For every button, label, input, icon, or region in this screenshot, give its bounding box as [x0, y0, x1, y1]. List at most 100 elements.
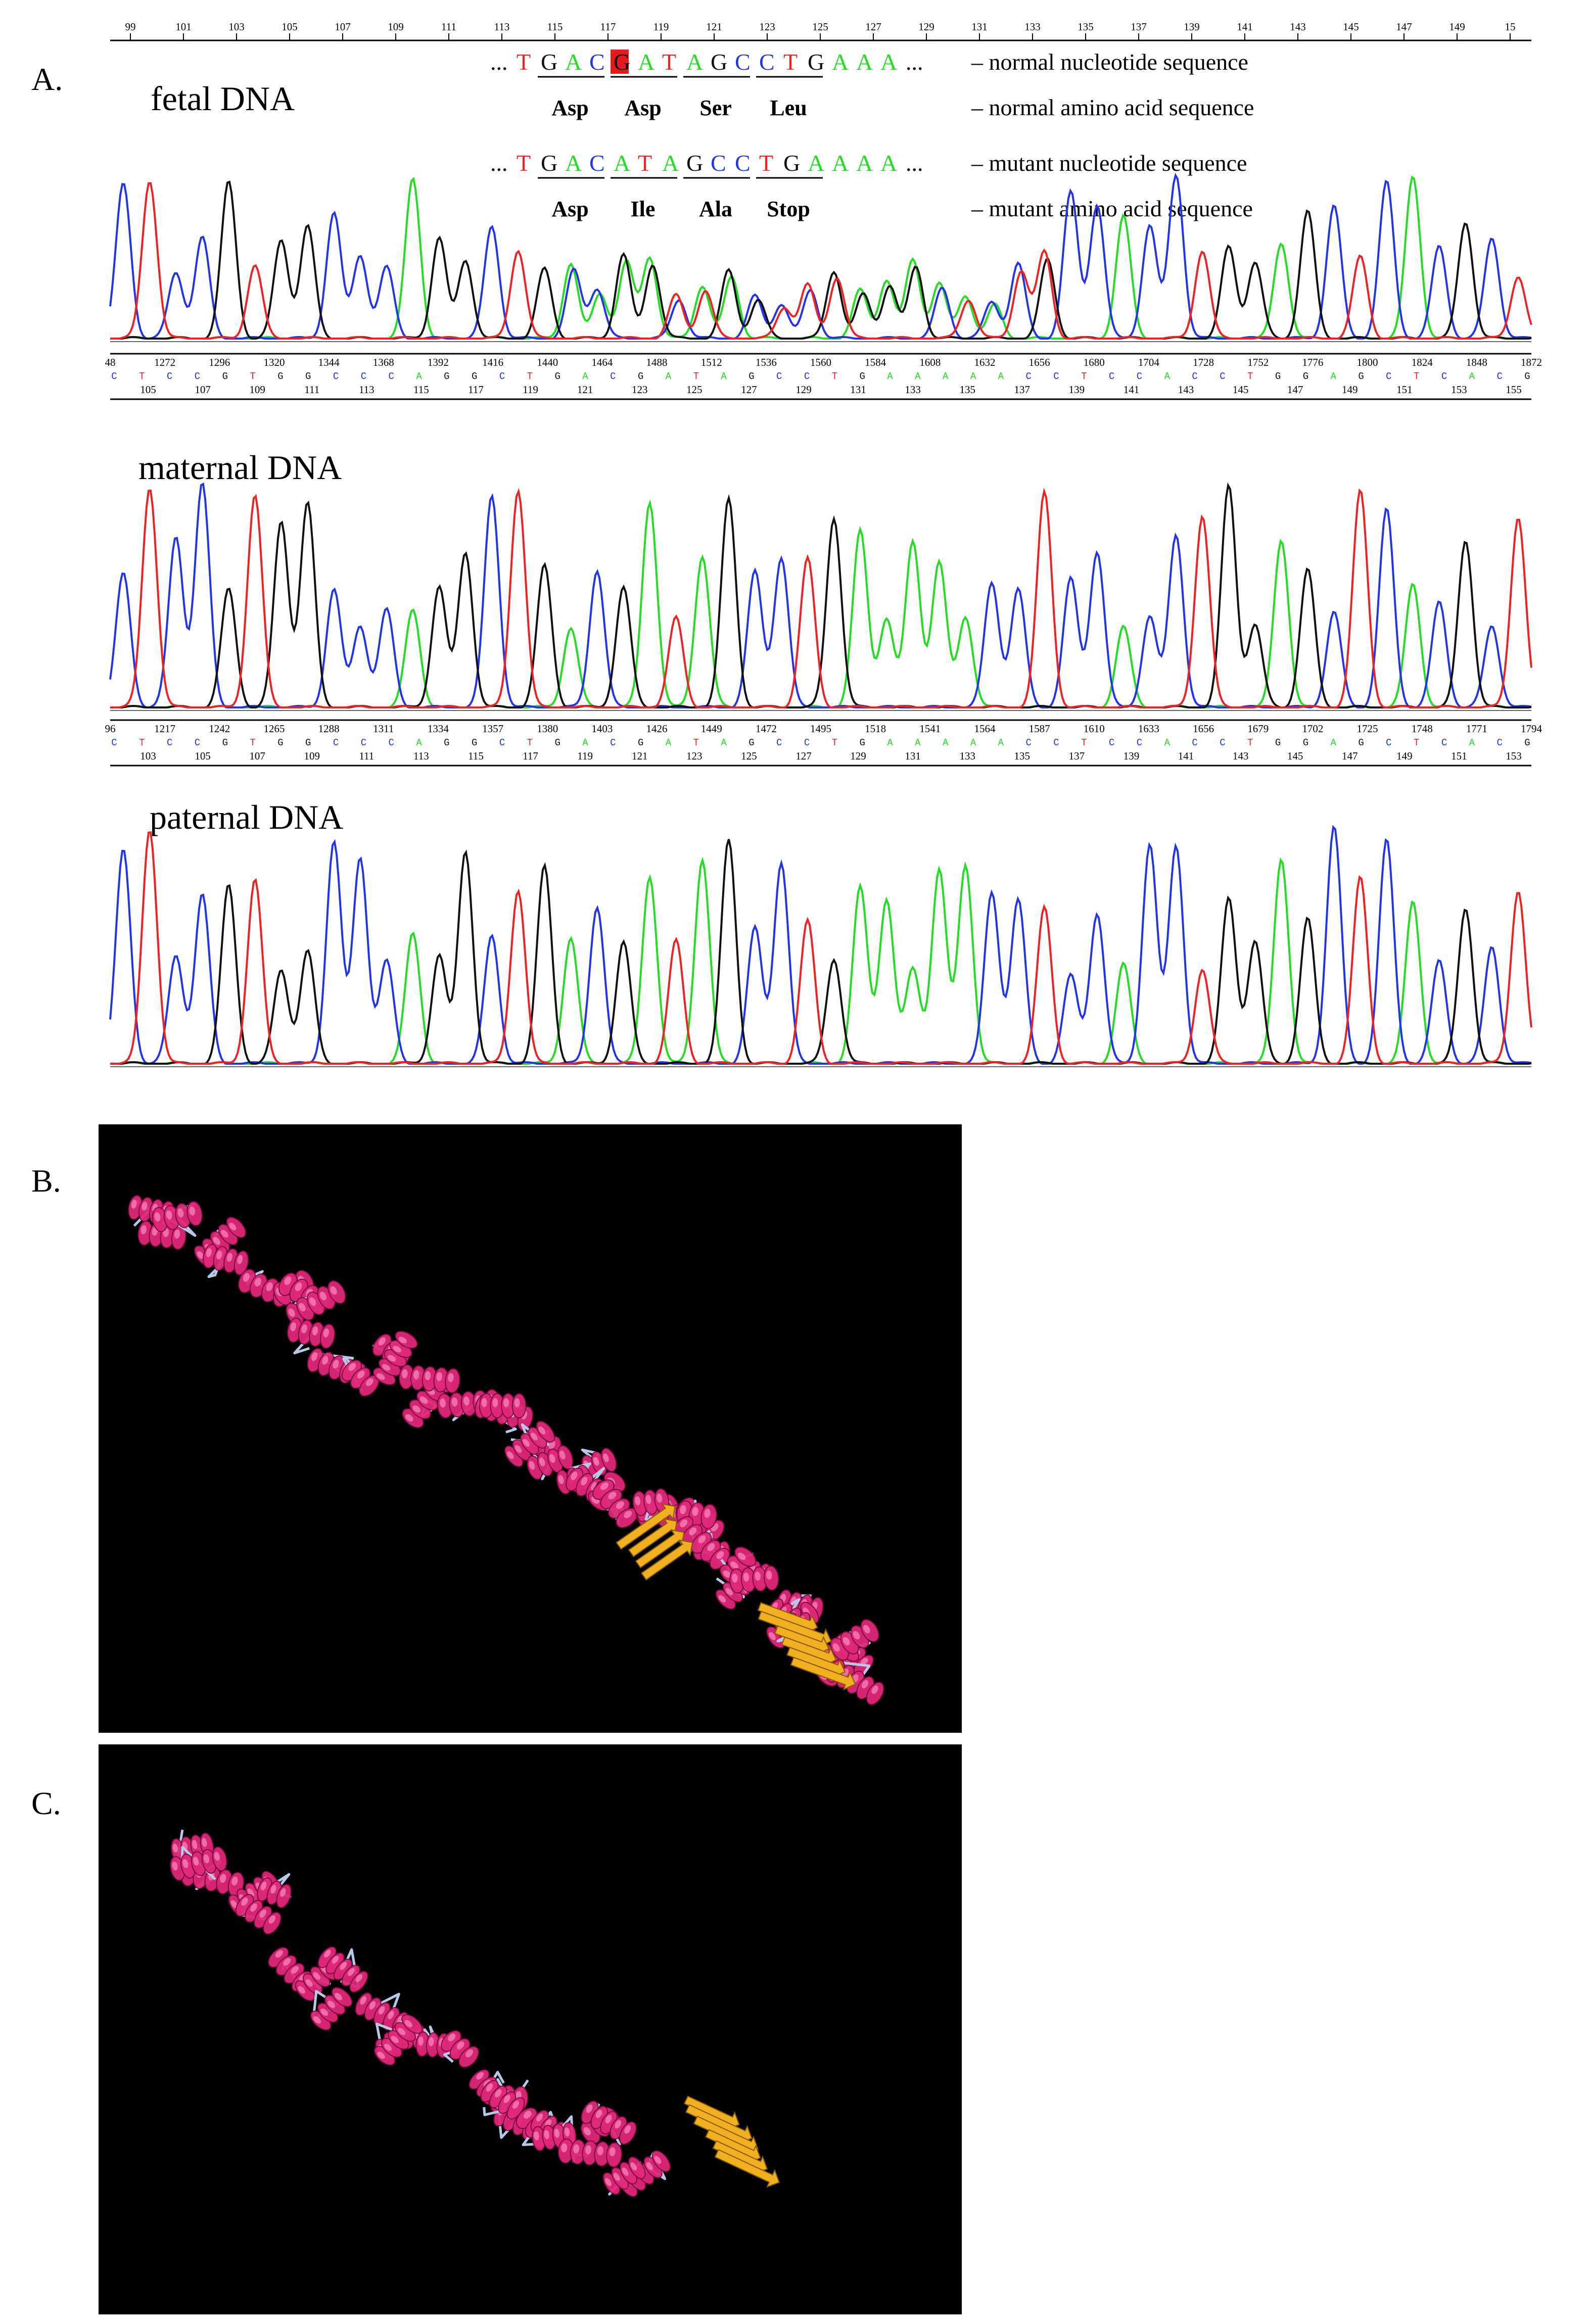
ruler-tick-label: 113	[494, 21, 510, 33]
position-tick-label: 105	[195, 750, 211, 762]
fetal-title: fetal DNA	[151, 79, 295, 118]
ruler-tick-label: 133	[1024, 21, 1041, 33]
base-call: C	[361, 371, 366, 382]
base-call: A	[1469, 371, 1475, 382]
base-call: T	[527, 737, 533, 748]
normal-amino-acid-sequence: Asp Asp Ser Leu	[551, 96, 807, 120]
position-tick-label: 155	[1506, 384, 1522, 396]
scan-tick-label: 1288	[318, 723, 340, 735]
position-tick-label: 131	[850, 384, 866, 396]
nucleotide: C	[735, 150, 751, 176]
scan-tick-label: 1449	[701, 723, 722, 735]
base-call: C	[1109, 371, 1114, 382]
position-tick-label: 145	[1233, 384, 1249, 396]
base-call: G	[1524, 371, 1530, 382]
alpha-helix	[479, 1393, 527, 1418]
position-tick-label: 127	[796, 750, 812, 762]
base-call: G	[305, 371, 311, 382]
normal-aa-label: – normal amino acid sequence	[971, 94, 1254, 120]
alpha-helix	[729, 1565, 779, 1594]
base-call: G	[277, 371, 283, 382]
position-tick-label: 151	[1451, 750, 1467, 762]
trace-C	[109, 482, 1532, 709]
nucleotide: G	[711, 49, 727, 75]
mutant-nucleotide-sequence: ... T G A C A T A G C C T G A A A A...	[490, 150, 923, 179]
normal-nucleotide-sequence: ... T G A C G A T A G C C T G A A A...	[490, 49, 923, 78]
base-call: A	[915, 737, 921, 748]
position-tick-label: 135	[959, 384, 975, 396]
nucleotide: A	[832, 49, 849, 75]
position-tick-label: 135	[1014, 750, 1031, 762]
panel-label-c: C.	[31, 1785, 61, 1821]
nucleotide: A	[662, 150, 679, 176]
ruler-tick-label: 135	[1078, 21, 1094, 33]
position-tick-label: 149	[1396, 750, 1413, 762]
base-call: G	[1303, 371, 1308, 382]
base-call: C	[333, 371, 339, 382]
base-call: T	[139, 371, 145, 382]
alpha-helix	[341, 1359, 380, 1397]
position-tick-label: 111	[359, 750, 374, 762]
base-call: G	[1524, 737, 1530, 748]
amino-acid: Stop	[767, 197, 810, 221]
ruler-tick-label: 107	[335, 21, 351, 33]
sequence-ellipsis: ...	[906, 150, 923, 176]
position-tick-label: 123	[632, 384, 648, 396]
position-tick-label: 139	[1124, 750, 1140, 762]
sequence-ellipsis: ...	[490, 49, 508, 75]
trace-G	[110, 180, 1532, 340]
scan-tick-label: 96	[105, 723, 116, 735]
scan-tick-label: 1416	[482, 356, 503, 368]
nucleotide: T	[638, 150, 652, 176]
scan-tick-label: 1403	[591, 723, 613, 735]
scan-tick-label: 1217	[154, 723, 175, 735]
scan-tick-label: 1488	[646, 356, 668, 368]
scan-tick-label: 1704	[1138, 356, 1160, 368]
ruler-tick-label: 141	[1237, 21, 1253, 33]
ruler-tick-label: 111	[441, 21, 456, 33]
scan-tick-label: 1752	[1247, 356, 1269, 368]
panel-a: A. 99 101 103 105 107 109 111 113 115 117 119 121 12…	[31, 21, 1542, 1067]
scan-tick-label: 1776	[1302, 356, 1323, 368]
nucleotide: T	[662, 49, 676, 75]
base-call: T	[250, 737, 255, 748]
alpha-helix	[310, 1987, 353, 2031]
position-tick-label: 117	[468, 384, 484, 396]
ruler-tick-label: 103	[228, 21, 245, 33]
scan-tick-label: 1320	[263, 356, 285, 368]
scan-tick-label: 1272	[154, 356, 175, 368]
position-tick-label: 105	[140, 384, 156, 396]
position-tick-label: 129	[850, 750, 866, 762]
position-tick-label: 119	[577, 750, 593, 762]
position-tick-label: 153	[1506, 750, 1522, 762]
nucleotide: A	[638, 49, 654, 75]
base-call: G	[748, 371, 754, 382]
scan-tick-label: 1824	[1412, 356, 1433, 368]
ruler-tick-label: 109	[388, 21, 404, 33]
position-tick-label: 123	[686, 750, 703, 762]
protein-structure-mutant	[170, 1829, 780, 2197]
base-call: A	[915, 371, 921, 382]
scan-tick-label: 1265	[263, 723, 285, 735]
alpha-helix	[374, 2014, 423, 2066]
base-call: C	[167, 737, 172, 748]
base-call: A	[416, 371, 422, 382]
ruler-tick-label: 115	[547, 21, 563, 33]
base-call: C	[1386, 737, 1391, 748]
ruler-tick-label: 149	[1449, 21, 1465, 33]
ruler-tick-label: 101	[175, 21, 192, 33]
base-call: G	[638, 737, 643, 748]
position-tick-label: 109	[249, 384, 265, 396]
paternal-chromatogram	[109, 825, 1532, 1067]
nucleotide: C	[589, 150, 605, 176]
ruler-tick-label: 99	[125, 21, 136, 33]
ruler-tick-label: 117	[600, 21, 616, 33]
base-call: A	[582, 371, 588, 382]
scan-tick-label: 1584	[865, 356, 886, 368]
position-tick-label: 109	[304, 750, 320, 762]
scan-tick-label: 1656	[1029, 356, 1050, 368]
base-call: C	[1025, 737, 1031, 748]
position-tick-label: 143	[1178, 384, 1194, 396]
ruler-tick-label: 15	[1505, 21, 1516, 33]
scan-tick-label: 1725	[1357, 723, 1378, 735]
